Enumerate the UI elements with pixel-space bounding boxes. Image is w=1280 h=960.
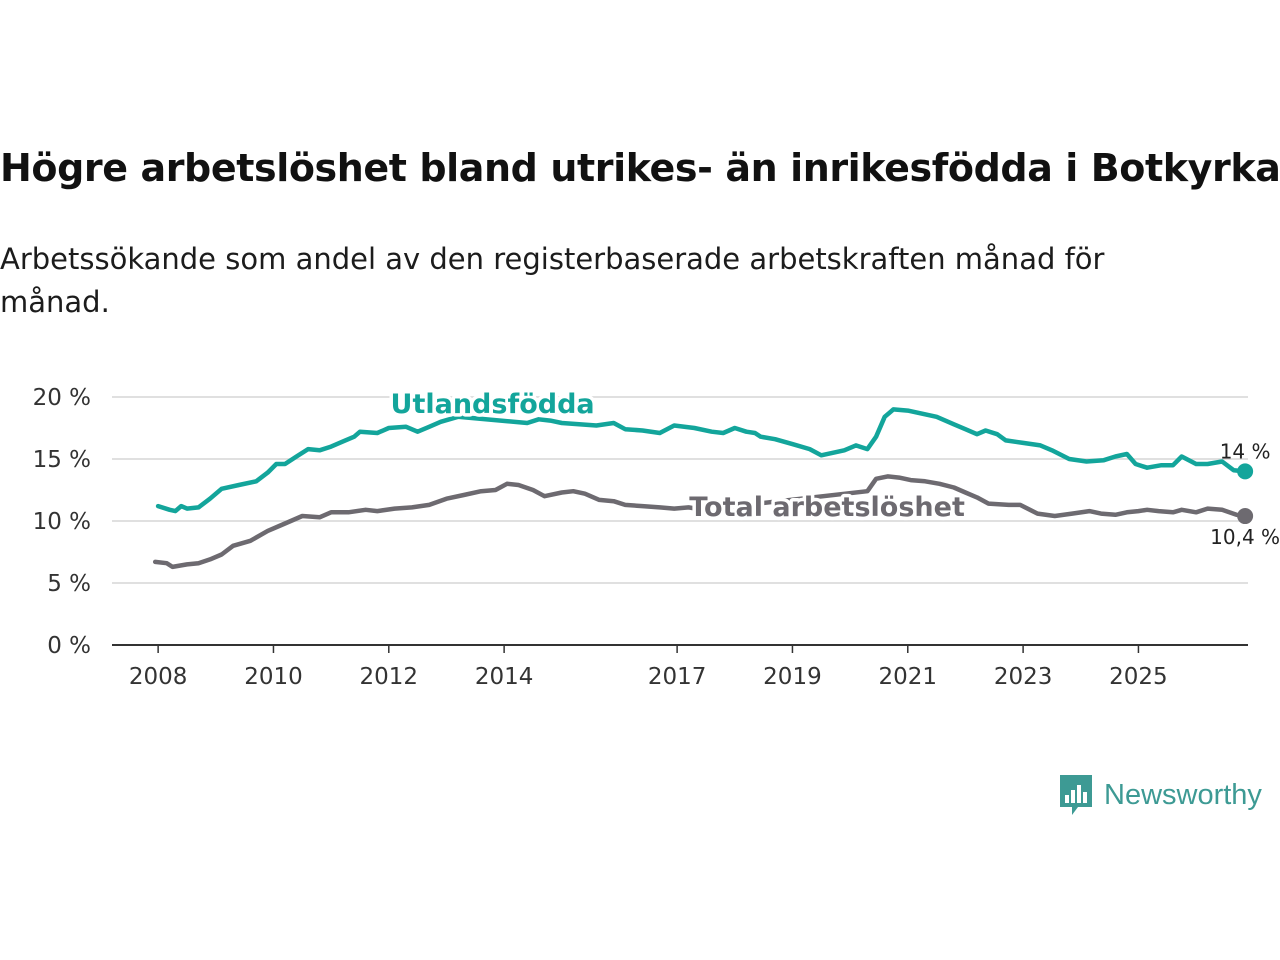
y-tick-label: 5 % (47, 571, 91, 597)
line-chart: 0 %5 %10 %15 %20 % 2008 2010 2012 2014 2017 2… (33, 385, 1280, 690)
series-end-point (1237, 508, 1254, 525)
x-tick-label: 2025 (1109, 664, 1168, 690)
y-tick-label: 0 % (47, 633, 91, 659)
y-axis: 0 % 5 % 10 % 15 % 20 % (33, 385, 91, 659)
page-title: Högre arbetslöshet bland utrikes- än inr… (0, 146, 1280, 190)
x-tick-label: 2021 (879, 664, 938, 690)
x-tick-label: 2019 (763, 664, 822, 690)
series-label-utlandsfodda: Utlandsfödda (391, 389, 595, 420)
labels: 14 % 10,4 % Utlandsfödda Total arbetslöshet (387, 386, 1280, 550)
x-tick-label: 2023 (994, 664, 1053, 690)
y-tick-label: 20 % (33, 385, 91, 411)
end-value-label: 14 % (1220, 439, 1271, 463)
x-axis: 2008 2010 2012 2014 2017 2019 2021 2023 2025 (112, 644, 1248, 690)
series-end-point (1237, 463, 1254, 480)
x-tick-label: 2010 (244, 664, 303, 690)
series-label-total: Total arbetslöshet (689, 492, 965, 523)
x-tick-label: 2014 (475, 664, 534, 690)
gridlines (112, 396, 1248, 584)
end-value-label: 10,4 % (1210, 525, 1280, 549)
series (152, 407, 1254, 570)
series-line-utlandsfodda (155, 407, 1248, 514)
chart-subtitle: Arbetssökande som andel av den registerb… (0, 242, 1105, 319)
x-tick-label: 2008 (129, 664, 188, 690)
x-tick-label: 2012 (360, 664, 419, 690)
y-tick-label: 15 % (33, 447, 91, 473)
series-line-total (152, 474, 1248, 570)
newsworthy-logo-icon (1060, 775, 1092, 815)
brand[interactable]: Newsworthy (1058, 772, 1262, 818)
y-tick-label: 10 % (33, 509, 91, 535)
brand-name: Newsworthy (1104, 778, 1262, 811)
x-tick-label: 2017 (648, 664, 707, 690)
